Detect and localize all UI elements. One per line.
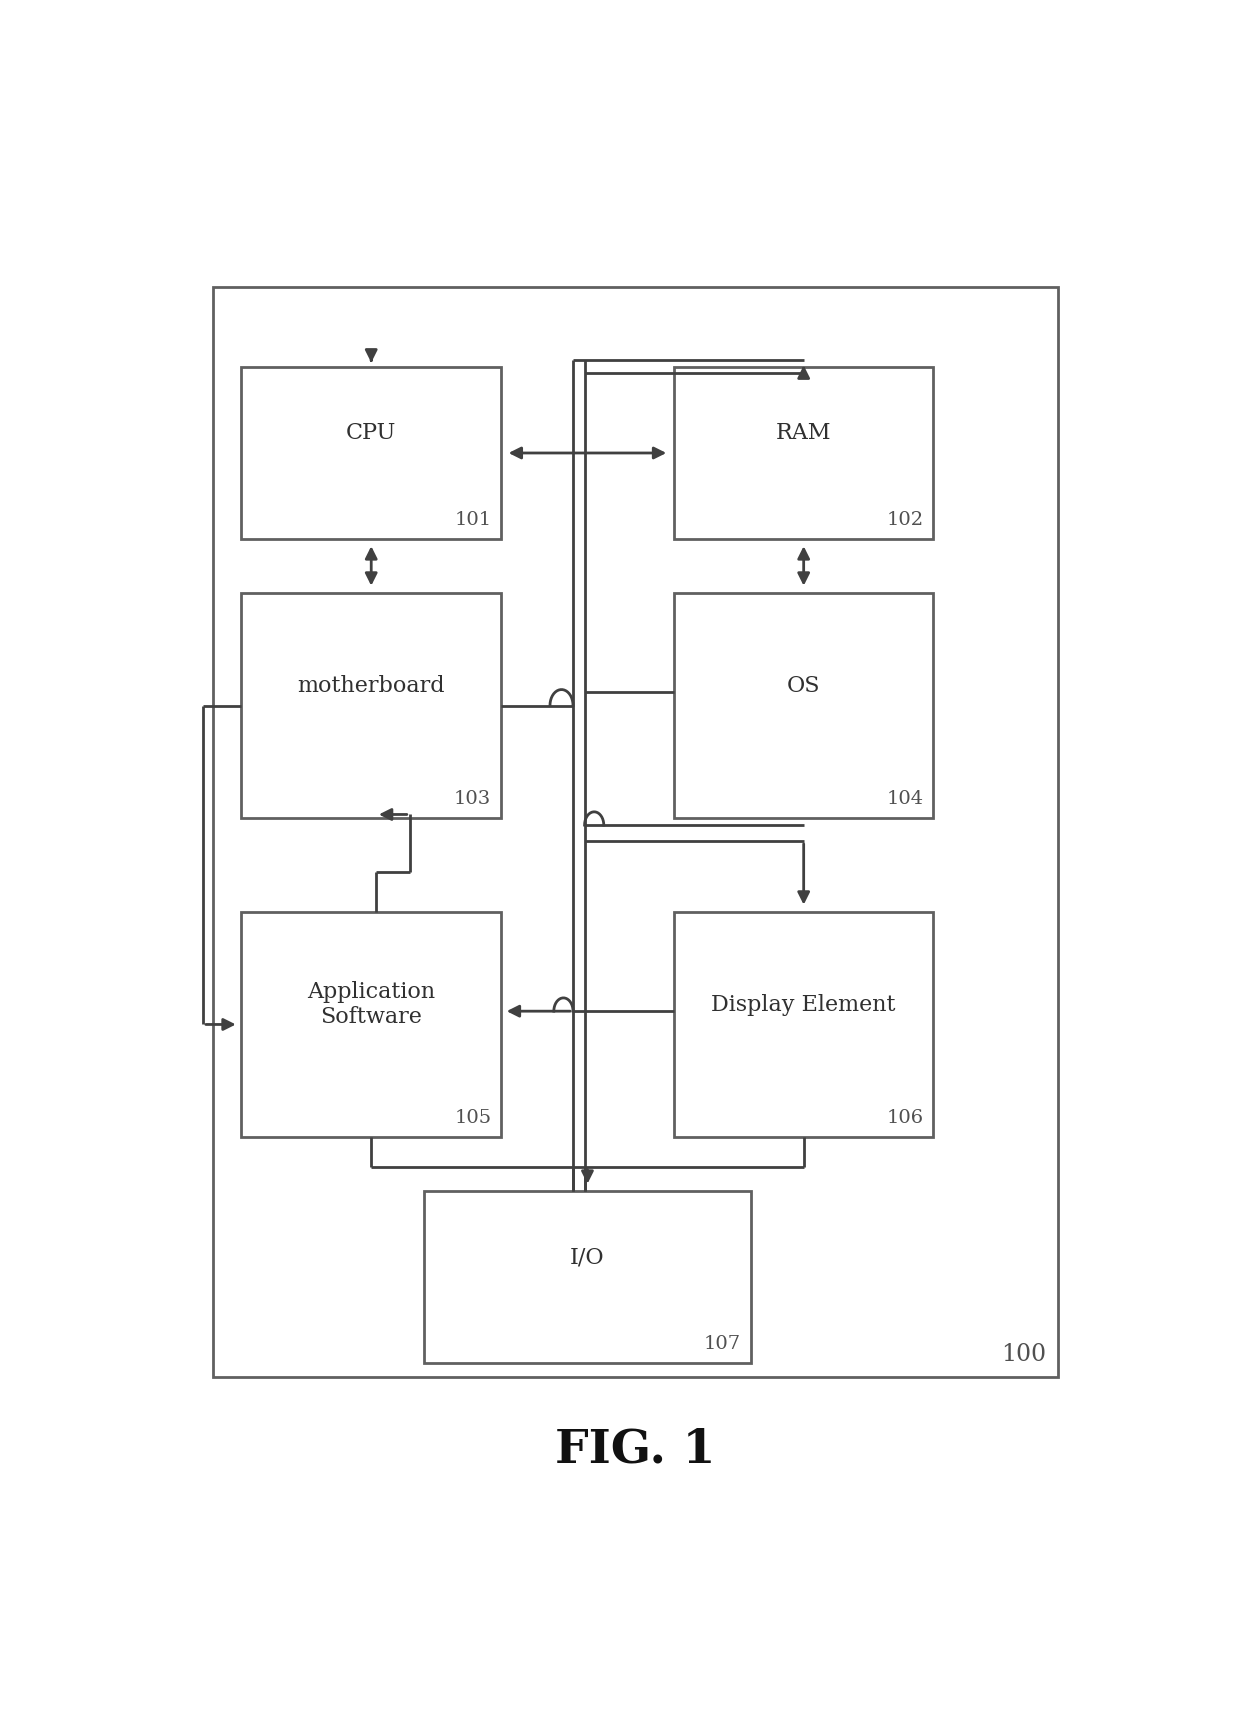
Text: OS: OS [787, 675, 821, 697]
Text: 102: 102 [887, 511, 924, 528]
Text: 107: 107 [704, 1334, 742, 1353]
Bar [675, 366, 934, 540]
Bar [424, 1191, 751, 1364]
Bar [675, 592, 934, 818]
Text: I/O: I/O [570, 1246, 605, 1269]
Text: 101: 101 [454, 511, 491, 528]
Text: FIG. 1: FIG. 1 [556, 1427, 715, 1472]
Bar [242, 366, 501, 540]
Text: Display Element: Display Element [712, 994, 897, 1015]
Bar [242, 592, 501, 818]
Bar [242, 911, 501, 1137]
Text: 105: 105 [454, 1108, 491, 1127]
Text: CPU: CPU [346, 423, 397, 444]
Text: 106: 106 [887, 1108, 924, 1127]
Text: motherboard: motherboard [298, 675, 445, 697]
Text: 104: 104 [887, 791, 924, 808]
Text: RAM: RAM [776, 423, 832, 444]
Text: 103: 103 [454, 791, 491, 808]
Text: 100: 100 [1001, 1343, 1045, 1365]
Text: Application
Software: Application Software [308, 980, 435, 1029]
Bar [675, 911, 934, 1137]
Bar [213, 287, 1058, 1377]
